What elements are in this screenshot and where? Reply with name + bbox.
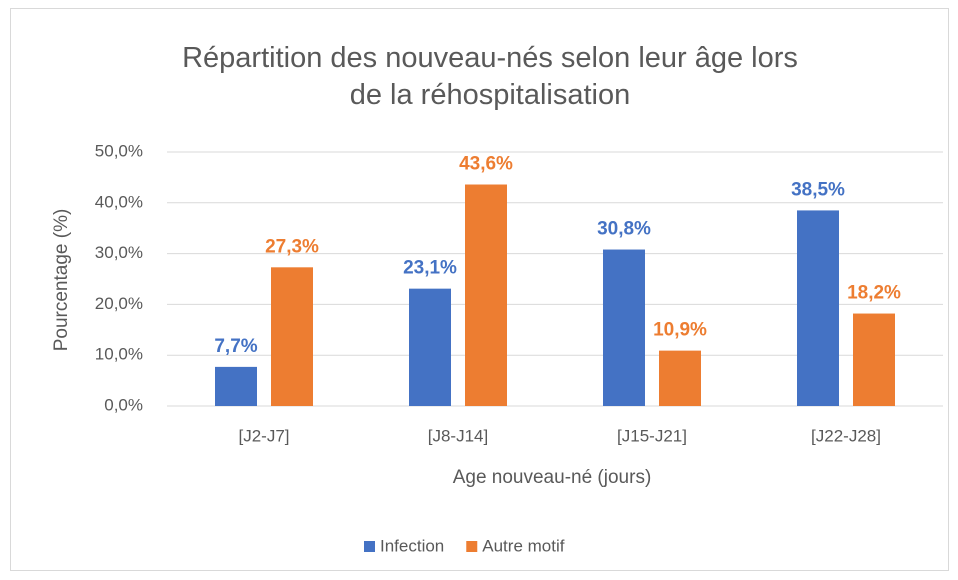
x-tick-label: [J22-J28] — [811, 426, 881, 445]
data-label: 30,8% — [597, 219, 651, 240]
bar — [465, 184, 507, 406]
bar — [853, 313, 895, 406]
y-axis-title: Pourcentage (%) — [51, 209, 72, 352]
data-label: 38,5% — [791, 179, 845, 200]
y-tick-label: 0,0% — [104, 395, 143, 414]
y-tick-label: 30,0% — [95, 243, 143, 262]
data-label: 27,3% — [265, 236, 319, 257]
legend-swatch — [364, 541, 375, 552]
data-label: 10,9% — [653, 320, 707, 341]
data-label: 7,7% — [214, 336, 257, 357]
y-tick-label: 10,0% — [95, 345, 143, 364]
legend-label: Infection — [380, 536, 444, 555]
data-label: 23,1% — [403, 258, 457, 279]
bar — [271, 267, 313, 406]
data-label: 43,6% — [459, 154, 513, 175]
legend-swatch — [466, 541, 478, 552]
x-axis-title: Age nouveau-né (jours) — [453, 467, 652, 488]
y-tick-label: 50,0% — [95, 141, 143, 160]
chart-title: Répartition des nouveau-nés selon leur â… — [182, 42, 798, 111]
y-tick-label: 40,0% — [95, 192, 143, 211]
bar — [797, 210, 839, 406]
bar — [603, 249, 645, 406]
y-tick-label: 20,0% — [95, 294, 143, 313]
bar — [409, 288, 451, 406]
x-tick-label: [J2-J7] — [238, 426, 289, 445]
bar — [659, 350, 701, 406]
x-tick-label: [J8-J14] — [428, 426, 488, 445]
x-tick-label: [J15-J21] — [617, 426, 687, 445]
data-label: 18,2% — [847, 283, 901, 304]
legend-label: Autre motif — [482, 536, 564, 555]
bar — [215, 366, 257, 406]
